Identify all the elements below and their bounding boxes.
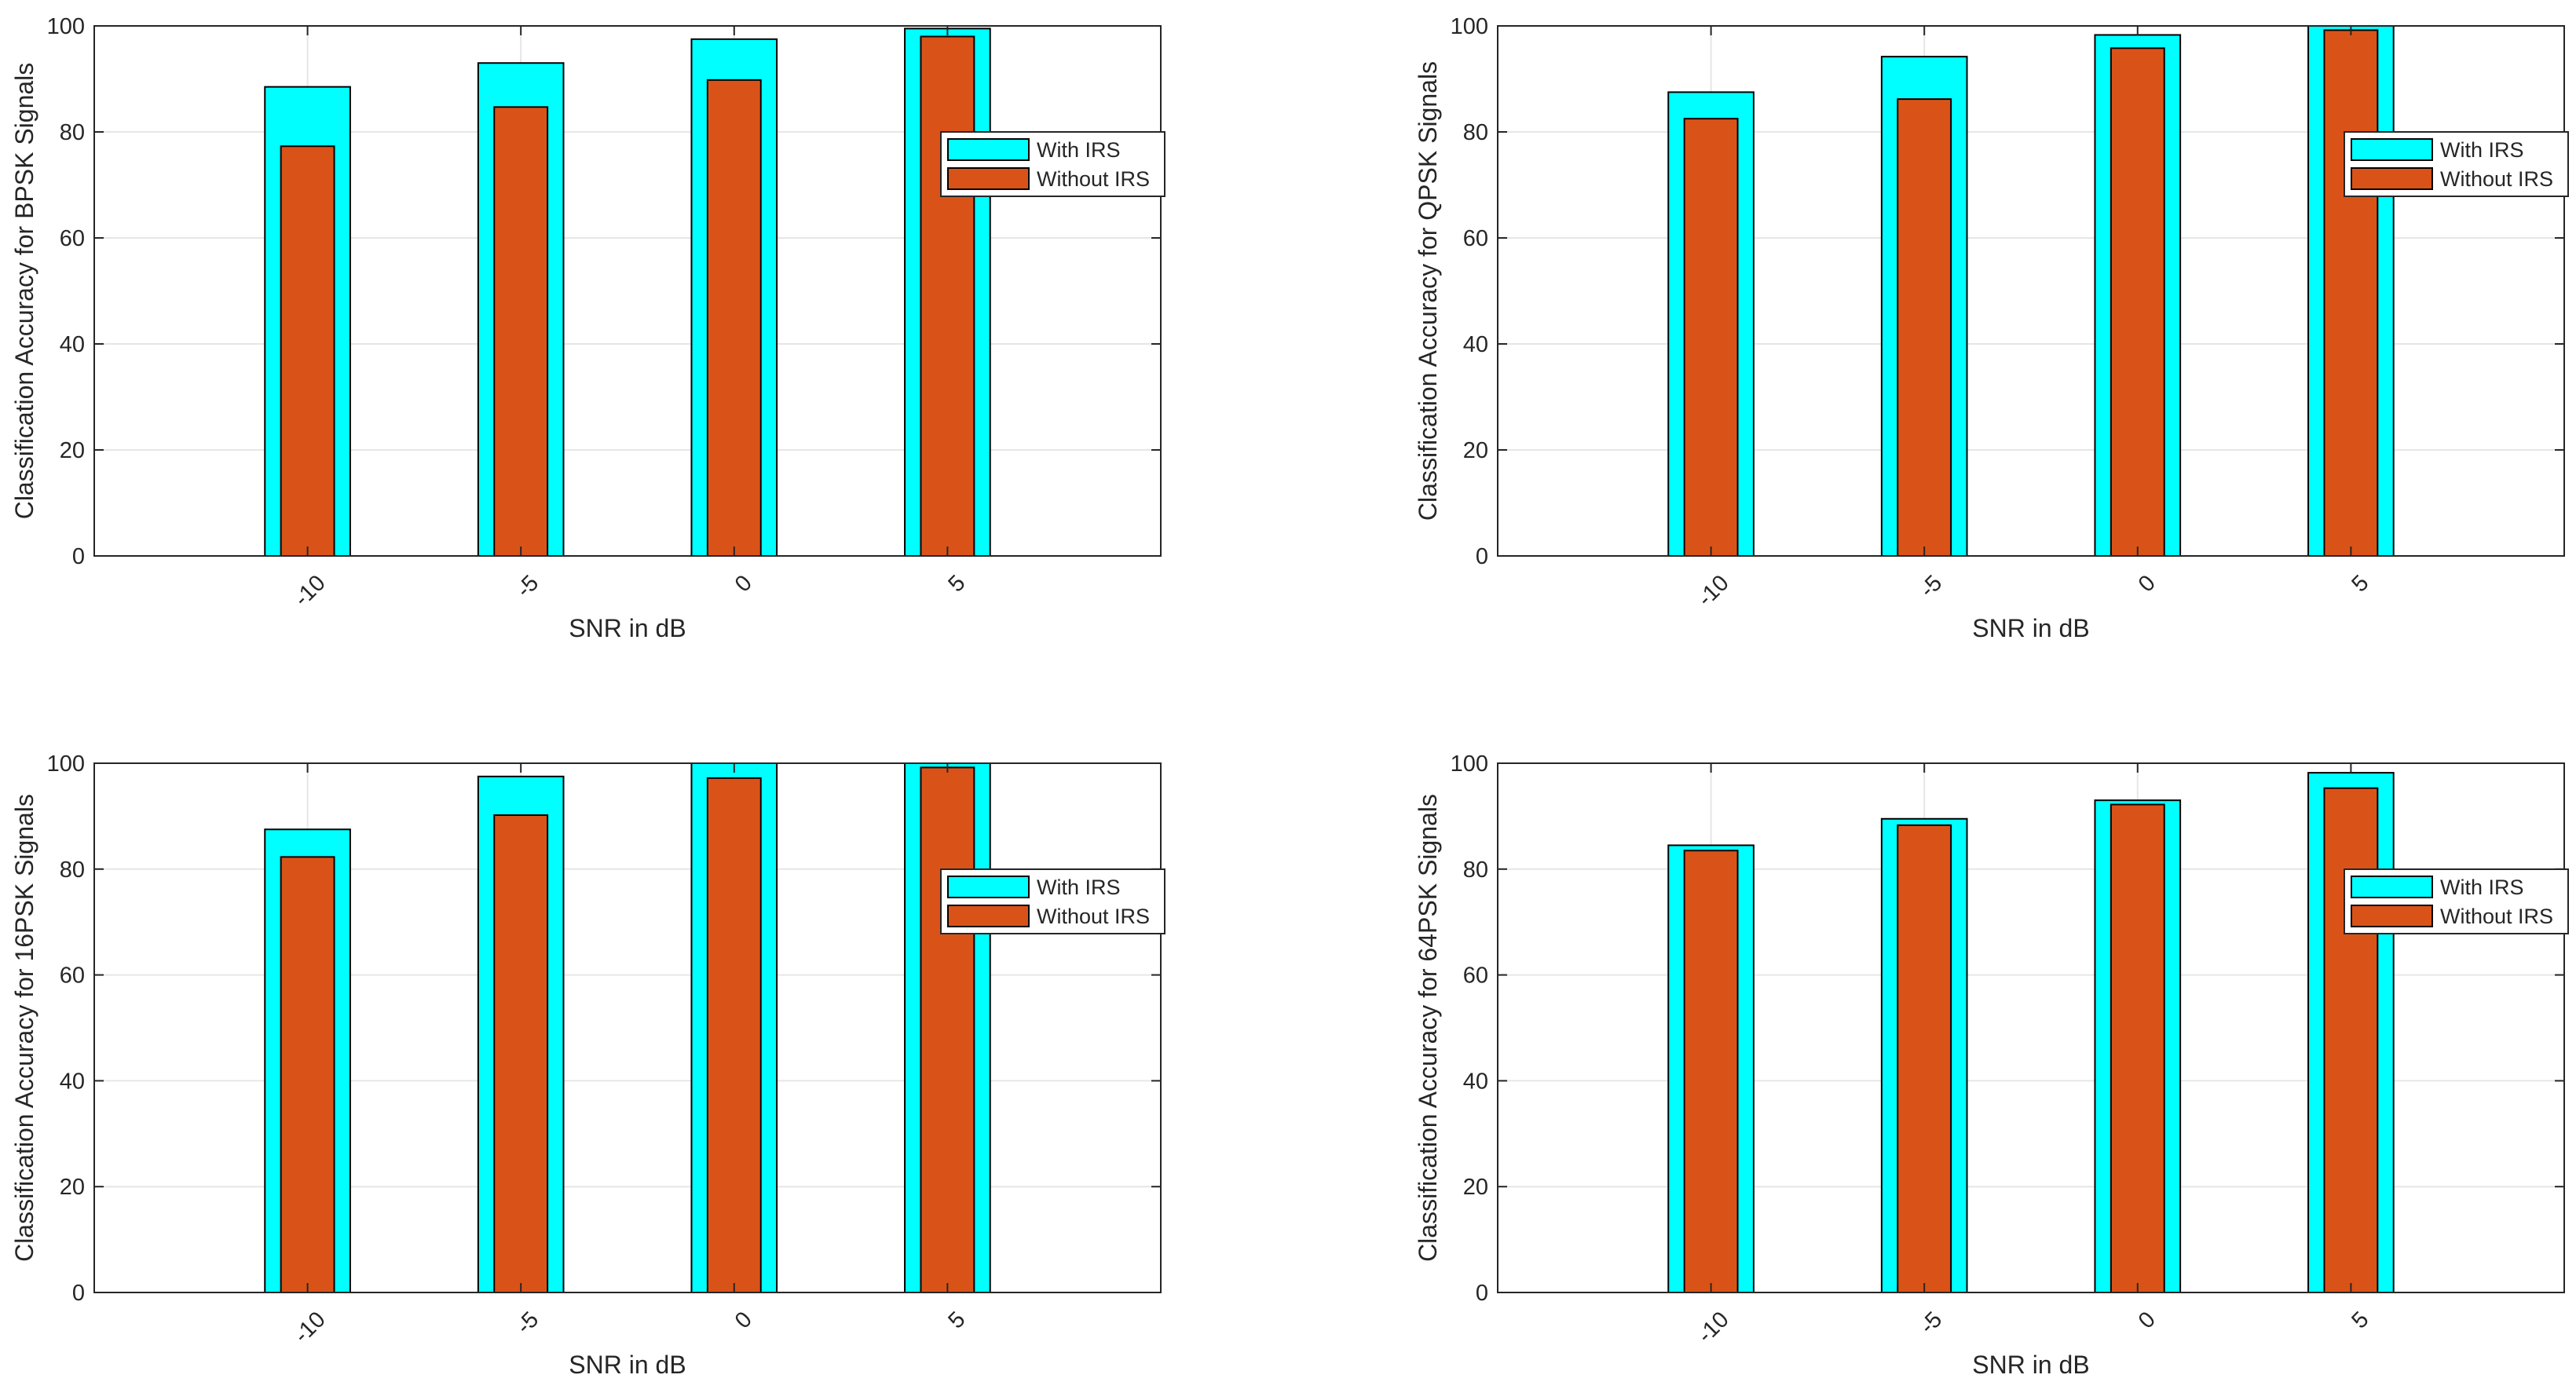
chart-top-right-xtick-label-1: -5 — [1915, 570, 1947, 602]
chart-bottom-left-ylabel: Classification Accuracy for 16PSK Signal… — [10, 794, 38, 1262]
chart-top-right-ytick-label-2: 40 — [1463, 332, 1488, 357]
chart-bottom-left-bar-s1-2 — [706, 777, 762, 1293]
chart-bottom-right-ytick-label-2: 40 — [1463, 1069, 1488, 1094]
chart-bottom-right-legend-swatch-0 — [2351, 876, 2433, 898]
chart-top-right-ylabel: Classification Accuracy for QPSK Signals — [1414, 61, 1442, 521]
chart-bottom-left-ytick-label-2: 40 — [60, 1069, 85, 1094]
chart-bottom-right-axes-box — [1497, 762, 2565, 1293]
chart-top-left-ytick-label-4: 80 — [60, 120, 85, 145]
chart-top-left-xtick-label-1: -5 — [511, 570, 543, 602]
chart-top-right-xlabel: SNR in dB — [1972, 614, 2089, 642]
chart-top-right-legend-swatch-1 — [2351, 167, 2433, 190]
chart-top-right: 0 20 40 60 80 100 -10 -5 0 5 SNR in dB Classificati… — [1414, 14, 2569, 642]
chart-bottom-right-ytick-label-1: 20 — [1463, 1175, 1488, 1200]
chart-bottom-left-ytick-label-0: 0 — [72, 1281, 85, 1306]
chart-top-right-legend: With IRS Without IRS — [2344, 131, 2569, 197]
chart-top-left-legend: With IRS Without IRS — [940, 131, 1165, 197]
chart-bottom-right-bar-s1-2 — [2109, 803, 2165, 1293]
chart-top-left-legend-swatch-1 — [947, 167, 1030, 190]
chart-top-right-ytick-label-5: 100 — [1451, 14, 1488, 39]
chart-bottom-left-plot-area — [94, 763, 1161, 1292]
chart-bottom-right-xtick-label-0: -10 — [1692, 1307, 1733, 1347]
chart-bottom-left-xtick-label-0: -10 — [289, 1307, 330, 1347]
chart-top-right-bar-s1-2 — [2109, 47, 2165, 558]
chart-bottom-left-xtick-label-3: 5 — [943, 1307, 970, 1333]
chart-bottom-left-xlabel: SNR in dB — [569, 1351, 686, 1379]
chart-bottom-right-plot-area — [1498, 763, 2564, 1292]
chart-bottom-left-bar-s1-0 — [280, 856, 335, 1293]
chart-top-left-bar-s1-0 — [280, 145, 335, 558]
chart-top-left-ytick-label-0: 0 — [72, 544, 85, 569]
chart-bottom-left-legend-swatch-1 — [947, 905, 1030, 927]
chart-top-left-xtick-label-0: -10 — [289, 570, 330, 611]
chart-top-right-legend-label-1: Without IRS — [2440, 167, 2553, 191]
chart-bottom-left-ytick-label-3: 60 — [60, 963, 85, 989]
chart-top-right-xtick-label-0: -10 — [1692, 570, 1733, 611]
chart-top-left-ytick-label-1: 20 — [60, 438, 85, 463]
chart-top-left: 0 20 40 60 80 100 -10 -5 0 5 SNR in dB Classificati… — [10, 14, 1165, 642]
chart-bottom-left-legend-label-0: With IRS — [1037, 876, 1121, 899]
chart-top-left-xtick-label-3: 5 — [943, 570, 970, 597]
chart-top-left-xtick-label-2: 0 — [730, 570, 757, 597]
chart-bottom-left-ytick-label-4: 80 — [60, 857, 85, 883]
chart-bottom-left-ytick-label-5: 100 — [47, 751, 85, 777]
chart-bottom-right-ytick-label-0: 0 — [1476, 1281, 1488, 1306]
chart-bottom-right-ytick-label-4: 80 — [1463, 857, 1488, 883]
chart-top-left-ytick-label-3: 60 — [60, 226, 85, 251]
chart-bottom-left-legend-swatch-0 — [947, 876, 1030, 898]
chart-top-right-ytick-label-1: 20 — [1463, 438, 1488, 463]
chart-bottom-left-ytick-label-1: 20 — [60, 1175, 85, 1200]
chart-bottom-right-bar-s1-0 — [1683, 850, 1739, 1293]
chart-top-right-legend-label-0: With IRS — [2440, 138, 2524, 162]
chart-top-left-ylabel: Classification Accuracy for BPSK Signals — [10, 63, 38, 520]
chart-top-right-xtick-label-2: 0 — [2134, 570, 2161, 597]
chart-bottom-left-axes-box — [93, 762, 1162, 1293]
chart-bottom-right-ytick-label-3: 60 — [1463, 963, 1488, 989]
chart-bottom-right-xtick-label-2: 0 — [2134, 1307, 2161, 1333]
chart-top-right-ytick-label-0: 0 — [1476, 544, 1488, 569]
chart-bottom-right-xtick-label-1: -5 — [1915, 1307, 1947, 1339]
chart-bottom-right-bar-s1-3 — [2323, 787, 2379, 1293]
chart-bottom-right-legend-label-0: With IRS — [2440, 876, 2524, 899]
chart-bottom-left-xtick-label-2: 0 — [730, 1307, 757, 1333]
chart-top-right-bar-s1-3 — [2323, 29, 2379, 557]
chart-top-left-xlabel: SNR in dB — [569, 614, 686, 642]
chart-top-left-bar-s1-3 — [920, 35, 975, 557]
chart-top-right-legend-swatch-0 — [2351, 138, 2433, 161]
chart-bottom-left-legend-label-1: Without IRS — [1037, 905, 1150, 928]
chart-bottom-right-ytick-label-5: 100 — [1451, 751, 1488, 777]
chart-top-right-bar-s1-1 — [1897, 98, 1952, 557]
chart-top-left-bar-s1-2 — [706, 79, 762, 558]
chart-bottom-right-xtick-label-3: 5 — [2347, 1307, 2373, 1333]
chart-top-left-axes-box — [93, 25, 1162, 557]
chart-top-left-legend-label-1: Without IRS — [1037, 167, 1150, 191]
chart-top-right-ytick-label-4: 80 — [1463, 120, 1488, 145]
chart-top-left-ytick-label-5: 100 — [47, 14, 85, 39]
chart-top-right-xtick-label-3: 5 — [2347, 570, 2373, 597]
chart-bottom-right-ylabel: Classification Accuracy for 64PSK Signal… — [1414, 794, 1442, 1262]
chart-top-left-bar-s1-1 — [493, 106, 549, 557]
chart-bottom-left-legend: With IRS Without IRS — [940, 868, 1165, 934]
chart-bottom-right-bar-s1-1 — [1897, 824, 1952, 1294]
chart-top-left-legend-label-0: With IRS — [1037, 138, 1121, 162]
chart-bottom-left-bar-s1-3 — [920, 766, 975, 1293]
chart-bottom-right-legend-label-1: Without IRS — [2440, 905, 2553, 928]
chart-top-right-ytick-label-3: 60 — [1463, 226, 1488, 251]
chart-top-right-axes-box — [1497, 25, 2565, 557]
chart-bottom-left: 0 20 40 60 80 100 -10 -5 0 5 SNR in dB Classificati… — [10, 751, 1165, 1379]
chart-top-right-bar-s1-0 — [1683, 118, 1739, 557]
chart-top-right-plot-area — [1498, 26, 2564, 556]
chart-bottom-right-xlabel: SNR in dB — [1972, 1351, 2089, 1379]
chart-top-left-plot-area — [94, 26, 1161, 556]
chart-bottom-left-xtick-label-1: -5 — [511, 1307, 543, 1339]
chart-bottom-right-legend-swatch-1 — [2351, 905, 2433, 927]
chart-bottom-right-legend: With IRS Without IRS — [2344, 868, 2569, 934]
chart-bottom-left-bar-s1-1 — [493, 814, 549, 1293]
chart-top-left-legend-swatch-0 — [947, 138, 1030, 161]
chart-top-left-ytick-label-2: 40 — [60, 332, 85, 357]
chart-bottom-right: 0 20 40 60 80 100 -10 -5 0 5 SNR in dB Classificati… — [1414, 751, 2569, 1379]
